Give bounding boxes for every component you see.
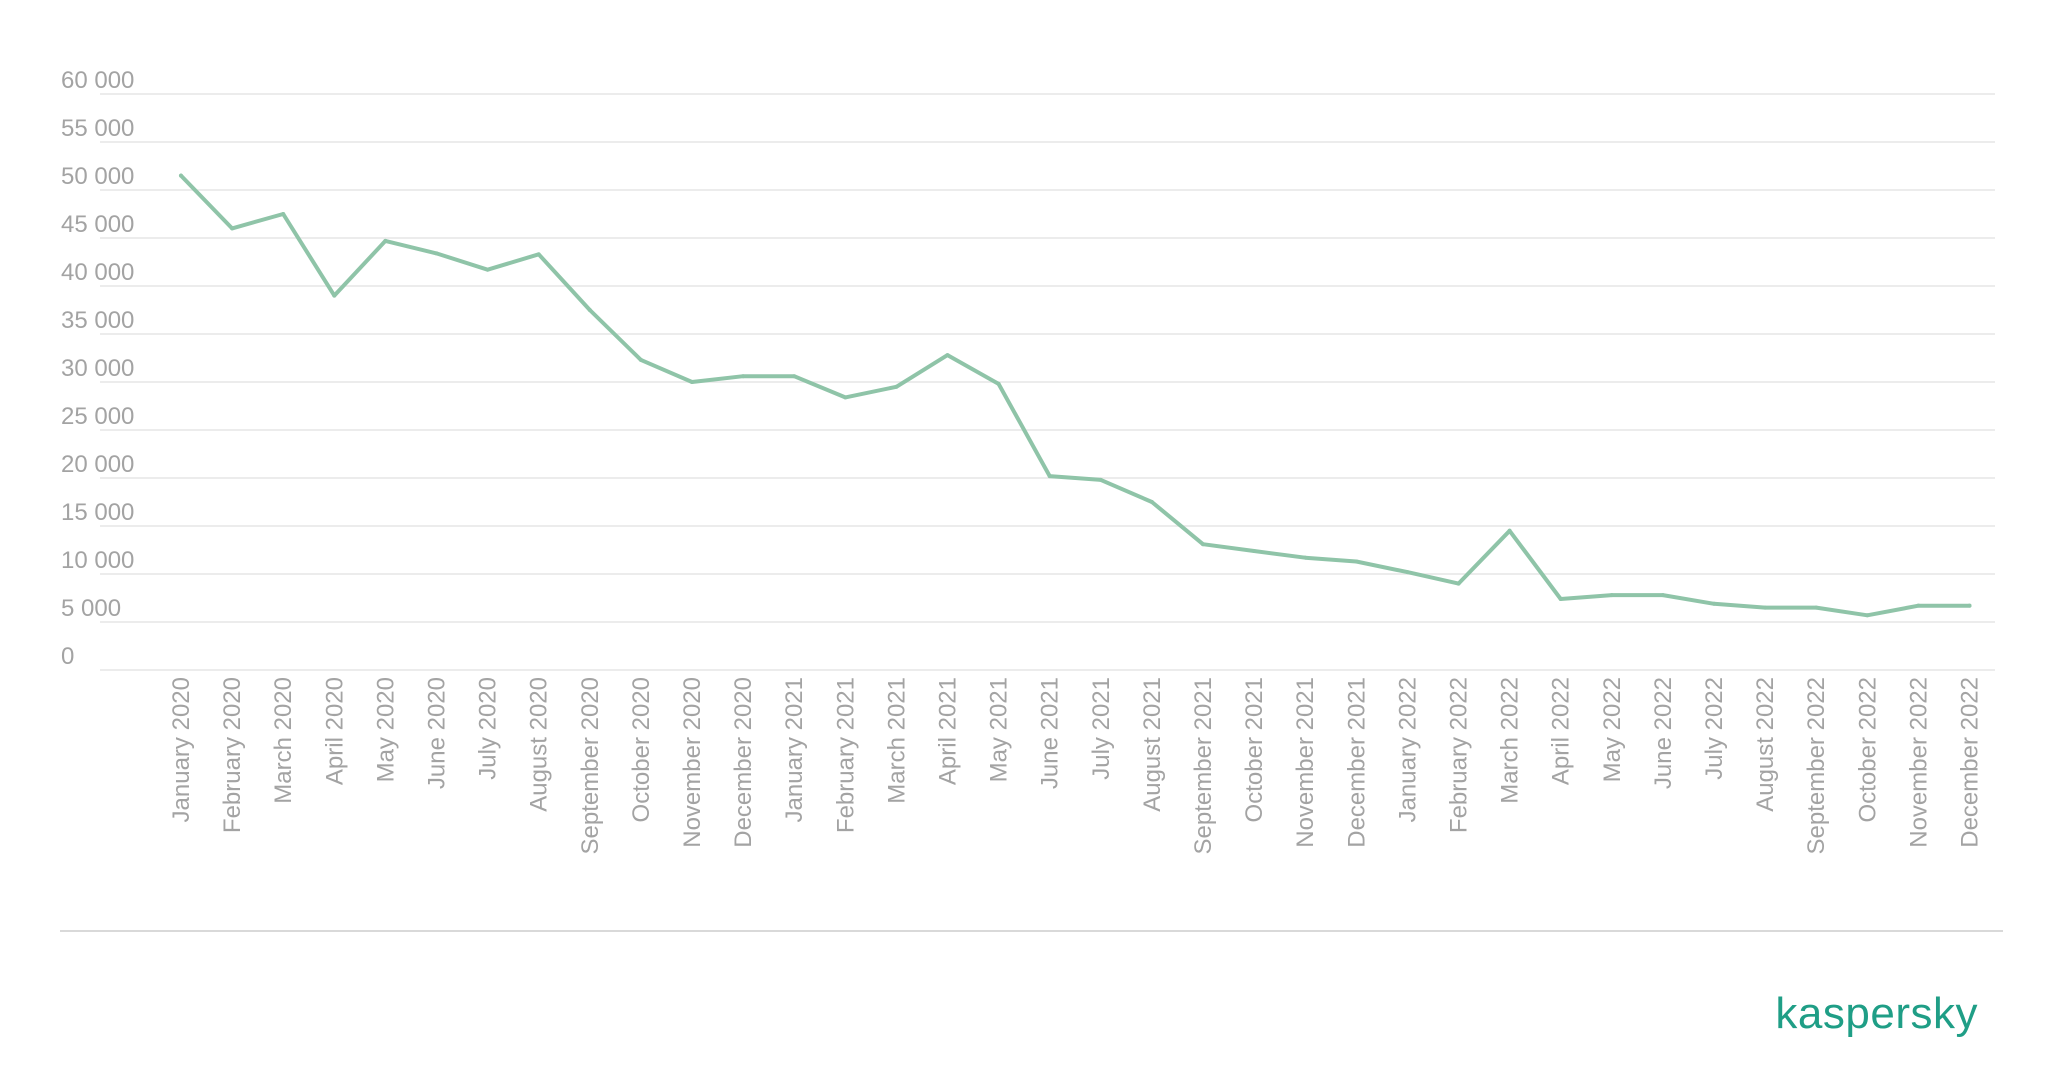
x-tick-label: February 2021: [832, 677, 859, 833]
x-tick-label: September 2022: [1803, 677, 1830, 854]
data-point: [1814, 605, 1819, 610]
y-tick-label: 60 000: [61, 67, 134, 94]
y-tick-label: 15 000: [61, 499, 134, 526]
data-point: [638, 357, 643, 362]
x-tick-label: October 2021: [1241, 677, 1268, 822]
data-point: [741, 374, 746, 379]
y-tick-label: 30 000: [61, 355, 134, 382]
x-tick-label: November 2021: [1292, 677, 1319, 848]
series-line: [179, 173, 1972, 618]
x-tick-label: August 2021: [1139, 677, 1166, 812]
data-point: [1201, 542, 1205, 547]
data-point: [1047, 474, 1052, 479]
x-tick-label: January 2022: [1394, 677, 1421, 822]
y-tick-label: 0: [61, 643, 74, 670]
data-point: [1252, 548, 1257, 553]
data-point: [1609, 593, 1614, 598]
data-point: [536, 252, 541, 257]
x-tick-label: March 2022: [1497, 677, 1524, 804]
x-tick-label: October 2020: [628, 677, 655, 822]
data-point: [1354, 559, 1359, 564]
data-point: [332, 293, 337, 298]
y-tick-label: 5 000: [61, 595, 121, 622]
data-point: [434, 251, 439, 256]
x-tick-label: March 2020: [270, 677, 297, 804]
x-tick-label: January 2020: [168, 677, 195, 822]
data-point: [1916, 603, 1921, 608]
data-point: [996, 381, 1001, 386]
data-point: [1098, 477, 1103, 482]
data-point: [1967, 603, 1972, 608]
x-tick-label: October 2022: [1854, 677, 1881, 822]
x-axis-ticks: January 2020 February 2020 March 2020 April…: [168, 677, 1984, 854]
data-point: [1456, 581, 1461, 586]
series-points: [179, 173, 1972, 618]
x-tick-label: September 2020: [577, 677, 604, 854]
data-point: [945, 353, 950, 358]
x-tick-label: April 2020: [321, 677, 348, 785]
data-point: [383, 238, 388, 243]
x-tick-label: June 2022: [1650, 677, 1677, 789]
data-point: [1149, 500, 1154, 504]
data-point: [894, 384, 899, 389]
y-tick-label: 10 000: [61, 547, 134, 574]
y-tick-label: 55 000: [61, 115, 134, 142]
y-tick-label: 50 000: [61, 163, 134, 190]
data-point: [1865, 613, 1870, 618]
x-tick-label: July 2020: [475, 677, 502, 780]
x-tick-label: August 2022: [1752, 677, 1779, 812]
x-tick-label: June 2020: [424, 677, 451, 789]
data-point: [281, 212, 286, 216]
data-point: [690, 380, 694, 384]
x-tick-label: December 2022: [1957, 677, 1984, 848]
x-tick-label: May 2020: [372, 677, 399, 782]
x-tick-label: April 2021: [935, 677, 962, 785]
gridlines: [100, 93, 1995, 671]
y-tick-label: 20 000: [61, 451, 134, 478]
data-point: [1763, 605, 1768, 610]
data-point: [179, 173, 183, 178]
data-point: [230, 226, 235, 231]
x-tick-label: September 2021: [1190, 677, 1217, 854]
data-point: [1405, 570, 1410, 575]
y-tick-label: 40 000: [61, 259, 134, 286]
x-tick-label: July 2021: [1088, 677, 1115, 780]
x-tick-label: January 2021: [781, 677, 808, 822]
x-tick-label: November 2022: [1905, 677, 1932, 848]
x-tick-label: July 2022: [1701, 677, 1728, 780]
x-tick-label: February 2022: [1446, 677, 1473, 833]
y-tick-label: 25 000: [61, 403, 134, 430]
x-tick-label: December 2021: [1343, 677, 1370, 848]
y-tick-label: 35 000: [61, 307, 134, 334]
x-tick-label: May 2021: [986, 677, 1013, 782]
x-tick-label: November 2020: [679, 677, 706, 848]
x-tick-label: August 2020: [526, 677, 553, 812]
x-tick-label: February 2020: [219, 677, 246, 833]
data-point: [485, 267, 490, 272]
data-point: [843, 395, 848, 400]
data-point: [1712, 601, 1716, 606]
data-point: [1507, 528, 1512, 533]
data-point: [1303, 555, 1308, 560]
y-tick-label: 45 000: [61, 211, 134, 238]
data-point: [587, 308, 592, 312]
x-tick-label: March 2021: [883, 677, 910, 804]
x-tick-label: April 2022: [1548, 677, 1575, 785]
data-point: [1660, 593, 1665, 598]
bottom-divider: [60, 930, 2003, 932]
x-tick-label: December 2020: [730, 677, 757, 848]
data-point: [792, 374, 797, 379]
data-point: [1558, 596, 1563, 601]
y-axis-ticks: 0 5 000 10 000 15 000 20 000 25 000 30 000 35 0…: [61, 67, 134, 670]
kaspersky-logo: kaspersky: [1775, 989, 1978, 1038]
x-tick-label: May 2022: [1599, 677, 1626, 782]
x-tick-label: June 2021: [1037, 677, 1064, 789]
